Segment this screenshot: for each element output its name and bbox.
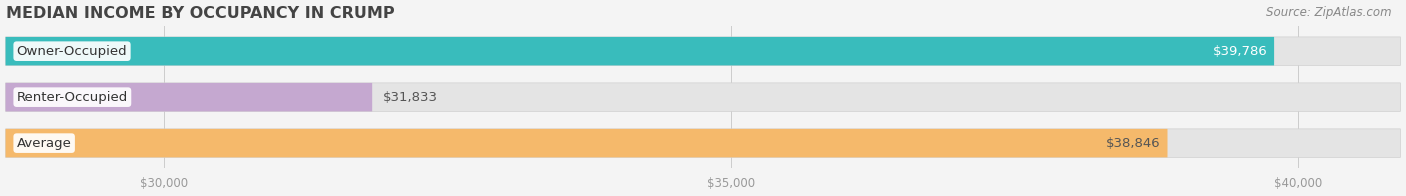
FancyBboxPatch shape <box>6 83 1400 111</box>
FancyBboxPatch shape <box>6 83 373 111</box>
Text: Source: ZipAtlas.com: Source: ZipAtlas.com <box>1267 6 1392 19</box>
Text: Owner-Occupied: Owner-Occupied <box>17 45 128 58</box>
FancyBboxPatch shape <box>6 129 1400 157</box>
Text: Renter-Occupied: Renter-Occupied <box>17 91 128 104</box>
Text: $38,846: $38,846 <box>1107 137 1160 150</box>
Text: MEDIAN INCOME BY OCCUPANCY IN CRUMP: MEDIAN INCOME BY OCCUPANCY IN CRUMP <box>6 5 394 21</box>
Text: Average: Average <box>17 137 72 150</box>
Text: $31,833: $31,833 <box>384 91 439 104</box>
FancyBboxPatch shape <box>6 37 1400 65</box>
FancyBboxPatch shape <box>6 129 1167 157</box>
Text: $39,786: $39,786 <box>1212 45 1267 58</box>
FancyBboxPatch shape <box>6 37 1274 65</box>
